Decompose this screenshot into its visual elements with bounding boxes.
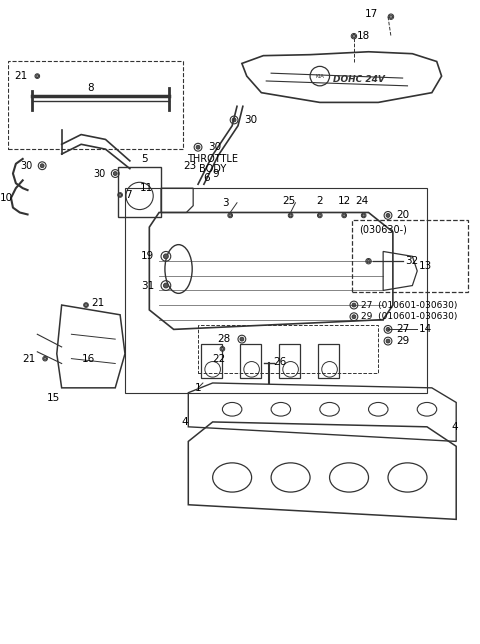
Text: 11: 11 — [140, 183, 153, 193]
Circle shape — [40, 164, 44, 167]
Circle shape — [164, 283, 168, 288]
Text: 13: 13 — [419, 261, 432, 271]
Text: 12: 12 — [337, 196, 351, 206]
Text: (030630-): (030630-) — [359, 224, 407, 234]
Text: 25: 25 — [282, 196, 295, 206]
Circle shape — [386, 339, 390, 343]
Text: 17: 17 — [365, 9, 378, 19]
Text: 4: 4 — [451, 422, 458, 432]
Circle shape — [352, 303, 356, 307]
Circle shape — [343, 214, 346, 217]
Text: 22: 22 — [213, 354, 226, 364]
Text: THROTTLE: THROTTLE — [187, 154, 238, 164]
Text: 30: 30 — [244, 115, 257, 125]
Bar — [279, 344, 300, 378]
Text: BODY: BODY — [199, 164, 226, 174]
Text: 19: 19 — [141, 251, 154, 261]
Text: 30: 30 — [208, 142, 221, 152]
Circle shape — [119, 193, 121, 196]
Text: 20: 20 — [396, 211, 409, 220]
Bar — [240, 344, 262, 378]
Text: 28: 28 — [217, 334, 230, 344]
Text: 27  (010601-030630): 27 (010601-030630) — [361, 301, 457, 310]
Text: 30: 30 — [93, 169, 106, 178]
Bar — [318, 344, 339, 378]
Text: 16: 16 — [81, 354, 95, 364]
Circle shape — [229, 214, 232, 217]
Bar — [8, 61, 183, 149]
Text: 14: 14 — [419, 325, 432, 334]
Circle shape — [386, 327, 390, 332]
Circle shape — [352, 35, 356, 38]
Text: KIA: KIA — [315, 73, 324, 79]
Circle shape — [289, 214, 292, 217]
Circle shape — [362, 214, 365, 217]
Circle shape — [352, 315, 356, 319]
Text: 10: 10 — [0, 193, 13, 203]
Bar — [201, 344, 222, 378]
Text: 29: 29 — [396, 336, 409, 346]
Circle shape — [84, 303, 87, 307]
Circle shape — [164, 254, 168, 259]
Circle shape — [367, 260, 370, 263]
Text: 18: 18 — [357, 31, 370, 41]
Text: 3: 3 — [222, 198, 229, 208]
Text: 32: 32 — [406, 256, 419, 266]
Text: 21: 21 — [91, 298, 104, 308]
Text: 27: 27 — [396, 325, 409, 334]
Text: 8: 8 — [87, 83, 94, 93]
Bar — [125, 188, 427, 393]
Text: 21: 21 — [22, 354, 36, 364]
Circle shape — [318, 214, 321, 217]
Bar — [118, 167, 161, 218]
Text: 6: 6 — [203, 173, 210, 184]
Circle shape — [221, 347, 224, 350]
Text: 7: 7 — [125, 190, 132, 200]
Text: DOHC 24V: DOHC 24V — [333, 75, 385, 84]
Text: 31: 31 — [141, 281, 154, 290]
Circle shape — [44, 357, 47, 360]
Text: 2: 2 — [316, 196, 323, 206]
Text: 24: 24 — [355, 196, 368, 206]
Text: 29  (010601-030630): 29 (010601-030630) — [361, 312, 457, 321]
Circle shape — [36, 75, 39, 77]
Text: 15: 15 — [47, 393, 60, 402]
Bar — [198, 325, 378, 374]
Text: 30: 30 — [20, 161, 33, 171]
Text: 4: 4 — [181, 417, 188, 427]
Text: 23: 23 — [183, 161, 197, 171]
Text: 26: 26 — [273, 357, 286, 366]
Text: 5: 5 — [142, 154, 148, 164]
Text: 9: 9 — [213, 169, 219, 180]
Circle shape — [386, 213, 390, 218]
Circle shape — [389, 15, 393, 19]
Circle shape — [196, 146, 200, 149]
Circle shape — [113, 171, 117, 175]
Text: 1: 1 — [195, 383, 202, 393]
Text: 21: 21 — [14, 71, 27, 81]
Circle shape — [232, 118, 236, 122]
Circle shape — [240, 337, 244, 341]
